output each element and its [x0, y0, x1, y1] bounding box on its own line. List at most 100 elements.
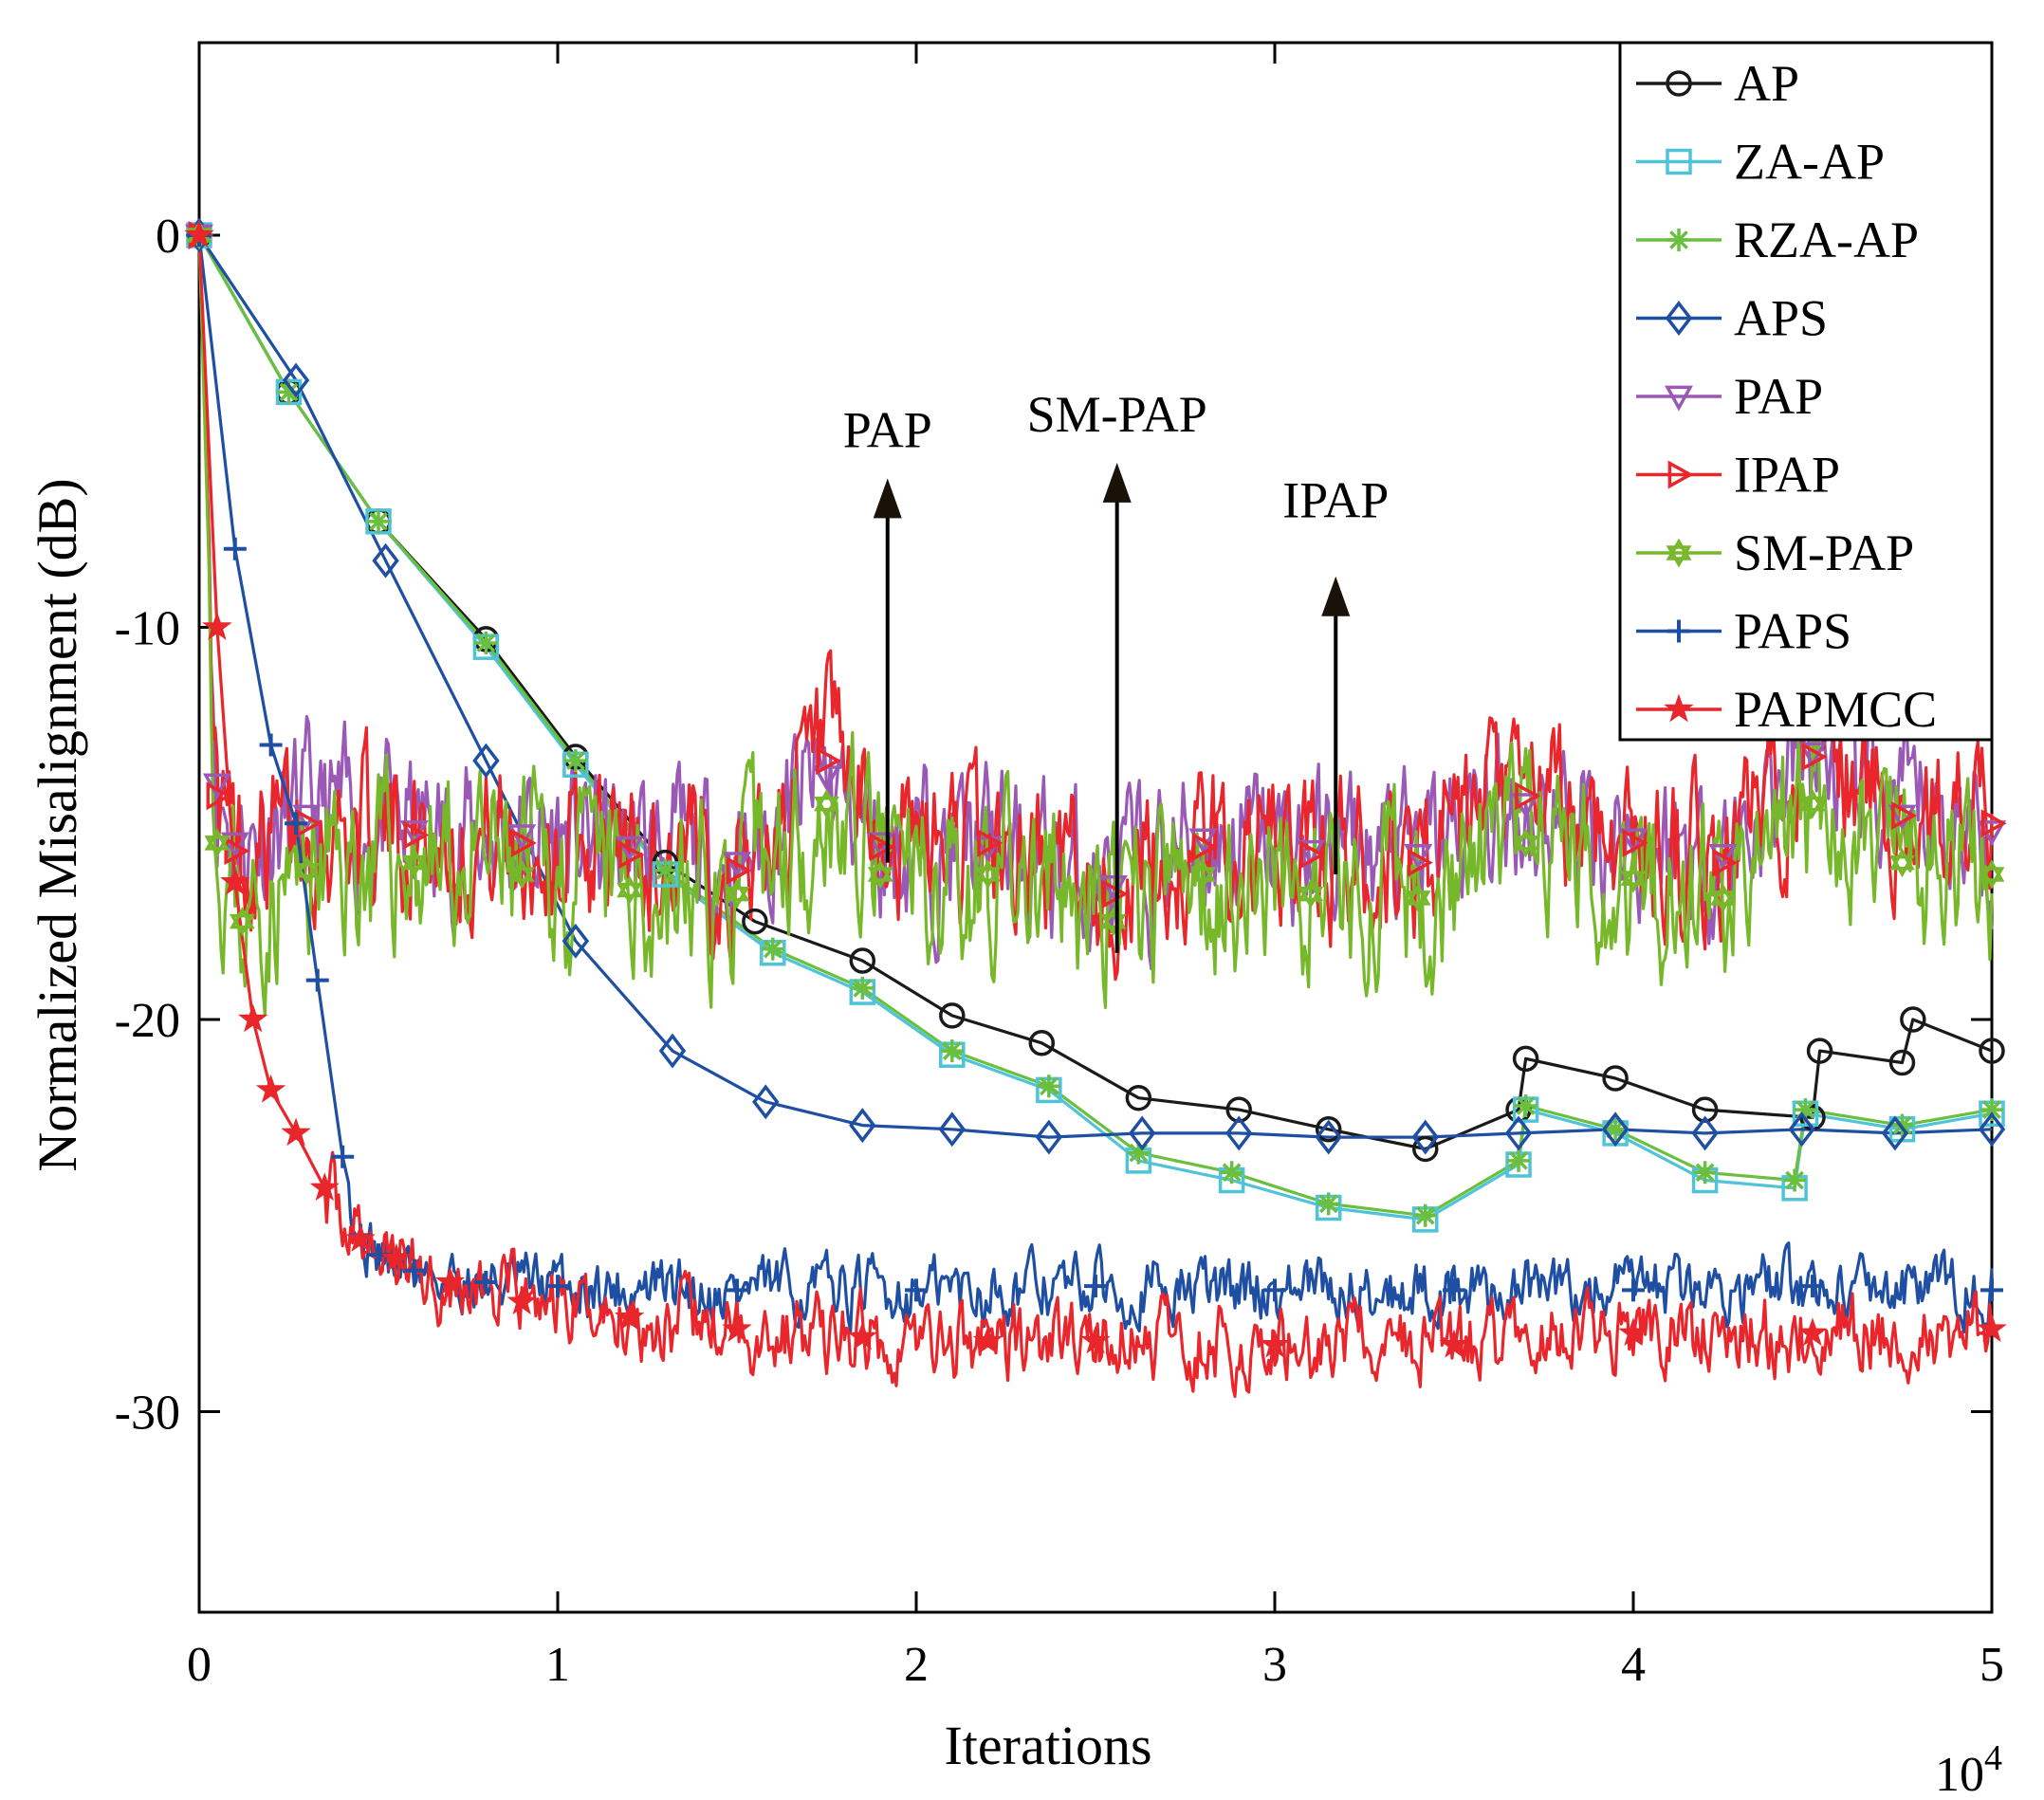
legend-marker-paps — [1667, 619, 1690, 643]
data-point-ipap — [510, 828, 537, 857]
legend-marker-ap — [1666, 70, 1692, 97]
marker-part — [1799, 796, 1826, 819]
data-point-rza-ap — [1220, 1161, 1243, 1185]
x-exponent-power: 4 — [1984, 1738, 2002, 1778]
data-point-aps — [1225, 1115, 1253, 1151]
marker-part — [1405, 891, 1431, 913]
data-point-aps — [752, 1084, 780, 1120]
data-point-sm-pap — [1513, 828, 1539, 858]
marker-part — [814, 789, 839, 812]
annotation-label: SM-PAP — [1027, 386, 1207, 443]
data-point-sm-pap — [293, 855, 320, 886]
data-point-ap — [849, 947, 876, 974]
data-point-ipap — [1192, 833, 1219, 862]
data-point-papmcc — [1797, 1317, 1828, 1347]
series-line-sm-pap — [197, 234, 1994, 1017]
series-line-ap — [197, 234, 1993, 1151]
marker-part — [814, 796, 839, 819]
marker-part — [1889, 848, 1915, 871]
data-point-paps — [223, 537, 247, 560]
marker-part — [1620, 863, 1647, 886]
series-markers — [184, 217, 2007, 1358]
data-point-papmcc — [220, 866, 250, 895]
data-point-rza-ap — [1507, 1148, 1531, 1172]
data-point-papmcc — [722, 1313, 752, 1343]
data-point-paps — [474, 1271, 498, 1295]
legend-marker-ipap — [1667, 460, 1694, 489]
data-point-sm-pap — [1405, 883, 1431, 913]
marker-part — [724, 886, 750, 909]
data-point-ap — [1806, 1038, 1833, 1064]
x-axis-label: Iterations — [944, 1715, 1151, 1776]
legend-marker-papmcc — [1664, 693, 1694, 723]
data-point-sm-pap — [1889, 848, 1915, 878]
series-line-za-ap — [197, 234, 1993, 1221]
data-point-aps — [1315, 1119, 1342, 1155]
marker-part — [1513, 836, 1539, 858]
x-exponent-base: 10 — [1935, 1748, 1984, 1800]
data-point-rza-ap — [851, 976, 875, 1000]
data-point-rza-ap — [277, 380, 301, 404]
data-point-aps — [282, 362, 310, 398]
data-point-papmcc — [255, 1074, 286, 1103]
y-tick-label: -30 — [115, 1387, 180, 1441]
y-tick-label: -20 — [115, 994, 180, 1048]
data-point-papmcc — [847, 1321, 878, 1350]
marker-part — [1298, 879, 1324, 902]
data-point-rza-ap — [1413, 1203, 1437, 1227]
data-point-sm-pap — [1189, 859, 1216, 890]
data-point-rza-ap — [940, 1039, 964, 1063]
data-point-sm-pap — [617, 875, 643, 906]
marker-part — [508, 867, 535, 890]
marker-part — [1189, 859, 1216, 882]
data-point-papmcc — [972, 1325, 1004, 1354]
ticks: 0 1 2 3 4 5 0 -10 -20 -30 — [115, 43, 2004, 1692]
data-point-ipap — [1622, 828, 1648, 857]
marker-part — [1889, 854, 1915, 878]
series-lines — [197, 234, 1994, 1398]
data-point-ipap — [977, 828, 1004, 857]
data-point-ipap — [1515, 781, 1541, 811]
marker-part — [204, 828, 230, 851]
data-point-rza-ap — [1604, 1117, 1628, 1141]
data-point-aps — [938, 1111, 967, 1148]
marker-part — [508, 859, 535, 882]
data-point-papmcc — [237, 1003, 268, 1033]
data-point-sm-pap — [1620, 863, 1647, 893]
x-tick-label: 2 — [904, 1638, 929, 1692]
data-point-sm-pap — [508, 859, 535, 890]
marker-part — [975, 859, 1002, 882]
data-point-ipap — [1102, 879, 1129, 909]
data-point-ap — [742, 908, 768, 935]
data-point-ap — [1602, 1065, 1629, 1092]
annotation-arrow-head — [873, 478, 902, 519]
data-point-rza-ap — [1317, 1192, 1340, 1216]
data-point-ipap — [224, 836, 250, 866]
data-point-rza-ap — [563, 749, 587, 773]
marker-part — [229, 913, 255, 937]
data-point-aps — [1504, 1115, 1533, 1151]
data-point-pap — [220, 832, 249, 858]
marker-part — [1666, 545, 1692, 568]
data-point-sm-pap — [401, 848, 428, 878]
legend-box — [1618, 41, 1994, 742]
marker-part — [293, 855, 320, 878]
legend-label-za-ap: ZA-AP — [1734, 134, 1885, 191]
marker-part — [617, 882, 643, 906]
data-point-aps — [1788, 1111, 1815, 1148]
legend-label-ipap: IPAP — [1734, 447, 1840, 504]
data-point-ap — [1315, 1116, 1342, 1143]
data-point-ipap — [816, 746, 842, 776]
legend-label-aps: APS — [1734, 290, 1828, 347]
data-point-rza-ap — [474, 632, 498, 655]
data-point-paps — [1263, 1278, 1286, 1302]
data-point-papmcc — [202, 611, 232, 640]
data-point-aps — [849, 1108, 876, 1144]
data-point-pap — [1708, 843, 1738, 870]
annotation-arrow-head — [1102, 462, 1132, 503]
legend-marker-za-ap — [1666, 148, 1692, 175]
data-point-paps — [1443, 1278, 1465, 1302]
data-point-paps — [905, 1278, 928, 1302]
marker-part — [401, 848, 428, 871]
data-point-paps — [1980, 1278, 2003, 1302]
